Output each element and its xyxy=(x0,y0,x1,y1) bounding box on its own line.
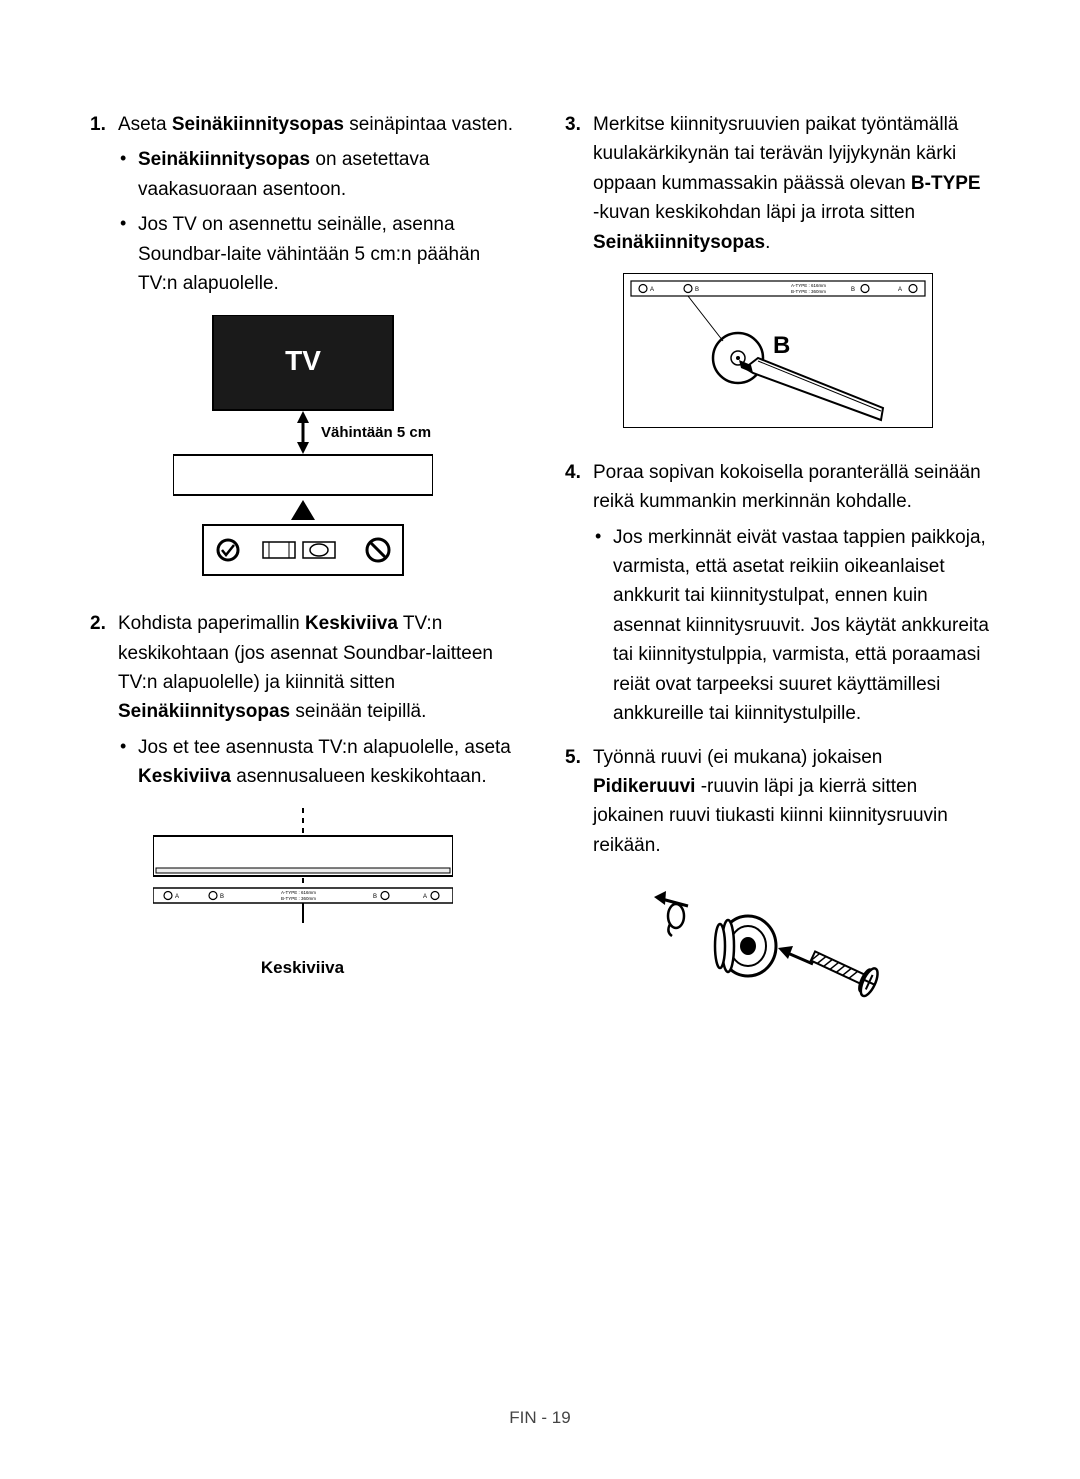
svg-text:A-TYPE : 616mm: A-TYPE : 616mm xyxy=(791,283,826,288)
step1-text: Aseta Seinäkiinnitysopas seinäpintaa vas… xyxy=(118,114,513,135)
step3-text: Merkitse kiinnitysruuvien paikat työntäm… xyxy=(593,114,981,253)
tv-label: TV xyxy=(285,345,321,376)
step-5: 5. Työnnä ruuvi (ei mukana) jokaisen Pid… xyxy=(565,743,990,861)
step2-bullets: Jos et tee asennusta TV:n alapuolelle, a… xyxy=(118,733,515,792)
step2-bullet: Jos et tee asennusta TV:n alapuolelle, a… xyxy=(118,733,515,792)
step5-text: Työnnä ruuvi (ei mukana) jokaisen Pidike… xyxy=(593,747,948,856)
step4-bullet: Jos merkinnät eivät vastaa tappien paikk… xyxy=(593,523,990,729)
step-3: 3. Merkitse kiinnitysruuvien paikat työn… xyxy=(565,110,990,257)
left-steps: 1. Aseta Seinäkiinnitysopas seinäpintaa … xyxy=(90,110,515,299)
left-steps-cont: 2. Kohdista paperimallin Keskiviiva TV:n… xyxy=(90,609,515,792)
svg-text:B-TYPE : 360mm: B-TYPE : 360mm xyxy=(281,896,316,901)
step2-text: Kohdista paperimallin Keskiviiva TV:n ke… xyxy=(118,613,493,722)
step1-bullets: Seinäkiinnitysopas on asetettava vaakasu… xyxy=(118,145,515,298)
figure-screw-assembly xyxy=(648,876,908,1035)
step-number: 2. xyxy=(90,609,106,638)
svg-text:B-TYPE : 360mm: B-TYPE : 360mm xyxy=(791,289,826,294)
figure-tv-clearance: TV Vähintään 5 cm xyxy=(173,315,433,589)
figure-caption: Keskiviiva xyxy=(153,955,453,981)
step-1: 1. Aseta Seinäkiinnitysopas seinäpintaa … xyxy=(90,110,515,299)
svg-text:A-TYPE : 616mm: A-TYPE : 616mm xyxy=(281,890,316,895)
step4-bullets: Jos merkinnät eivät vastaa tappien paikk… xyxy=(593,523,990,729)
figure-pen-mark: A B A-TYPE : 616mm B-TYPE : 360mm B A B xyxy=(623,273,933,437)
svg-text:A: A xyxy=(898,287,902,293)
step1-bullet-2: Jos TV on asennettu seinälle, asenna Sou… xyxy=(118,210,515,298)
step4-text: Poraa sopivan kokoisella poranterällä se… xyxy=(593,462,981,512)
step-number: 3. xyxy=(565,110,581,139)
step-number: 5. xyxy=(565,743,581,772)
gap-label: Vähintään 5 cm xyxy=(321,424,431,441)
figure-centerline: A B A-TYPE : 616mm B-TYPE : 360mm B A Ke… xyxy=(153,808,453,982)
svg-text:B: B xyxy=(373,894,377,900)
step-4: 4. Poraa sopivan kokoisella poranterällä… xyxy=(565,458,990,729)
step-number: 1. xyxy=(90,110,106,139)
svg-text:B: B xyxy=(773,332,790,359)
right-column: 3. Merkitse kiinnitysruuvien paikat työn… xyxy=(565,110,990,1056)
svg-text:B: B xyxy=(220,894,224,900)
step-2: 2. Kohdista paperimallin Keskiviiva TV:n… xyxy=(90,609,515,792)
page-footer: FIN - 19 xyxy=(0,1405,1080,1431)
svg-text:A: A xyxy=(423,894,427,900)
svg-text:A: A xyxy=(650,287,654,293)
svg-text:B: B xyxy=(851,287,855,293)
svg-text:B: B xyxy=(695,287,699,293)
step-number: 4. xyxy=(565,458,581,487)
right-steps-cont: 4. Poraa sopivan kokoisella poranterällä… xyxy=(565,458,990,861)
step1-bullet-1: Seinäkiinnitysopas on asetettava vaakasu… xyxy=(118,145,515,204)
left-column: 1. Aseta Seinäkiinnitysopas seinäpintaa … xyxy=(90,110,515,1056)
right-steps: 3. Merkitse kiinnitysruuvien paikat työn… xyxy=(565,110,990,257)
two-column-layout: 1. Aseta Seinäkiinnitysopas seinäpintaa … xyxy=(90,110,990,1056)
svg-text:A: A xyxy=(175,894,179,900)
